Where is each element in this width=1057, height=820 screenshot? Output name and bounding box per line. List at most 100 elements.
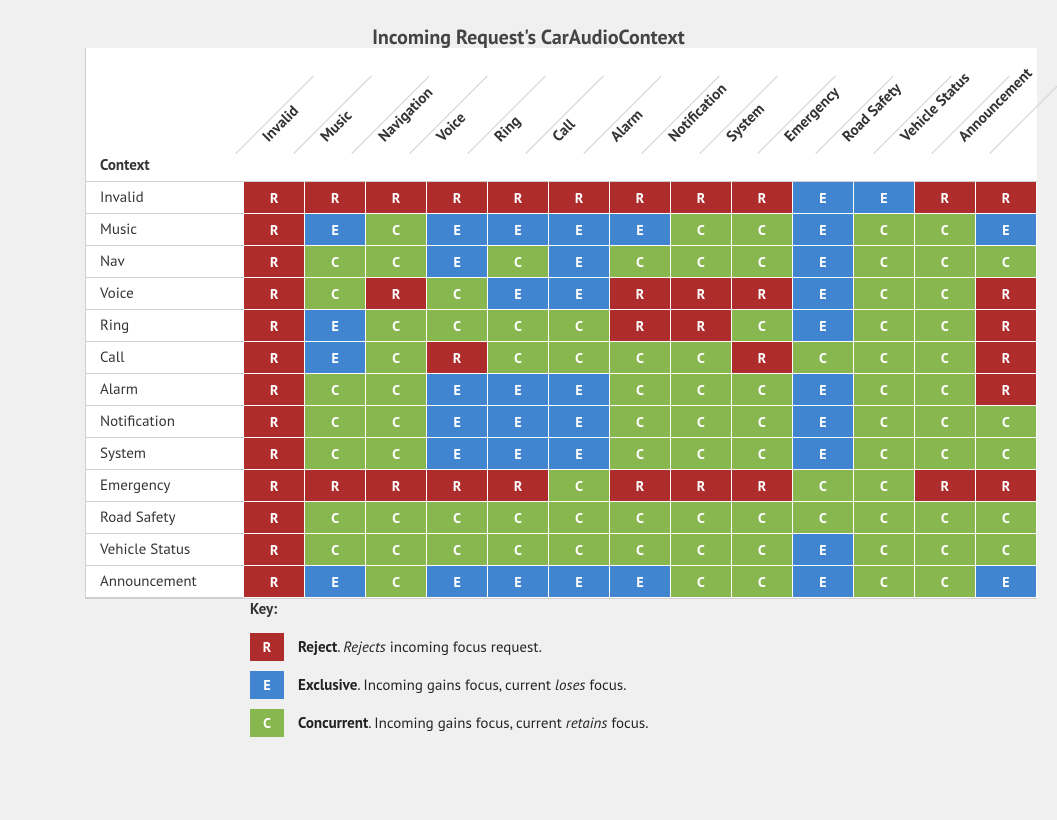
matrix-cell: C (914, 438, 975, 470)
matrix-cell: C (366, 566, 427, 598)
matrix-cell: R (488, 182, 549, 214)
row-header: Nav (86, 246, 244, 278)
matrix-cell: C (670, 502, 731, 534)
matrix-cell: R (244, 502, 305, 534)
matrix-cell: C (731, 214, 792, 246)
matrix-cell: E (427, 246, 488, 278)
matrix-cell: E (549, 438, 610, 470)
matrix-cell: C (488, 310, 549, 342)
legend-label: Reject (298, 638, 337, 657)
matrix-cell: C (670, 246, 731, 278)
matrix-cell: E (792, 406, 853, 438)
matrix-cell: C (853, 310, 914, 342)
matrix-cell: E (488, 214, 549, 246)
legend: Key: RReject. Rejects incoming focus req… (250, 600, 648, 747)
matrix-cell: C (427, 278, 488, 310)
matrix-cell: C (792, 502, 853, 534)
matrix-cell: E (488, 278, 549, 310)
matrix-cell: C (610, 502, 671, 534)
matrix-cell: C (914, 374, 975, 406)
matrix-cell: C (610, 342, 671, 374)
matrix-cell: C (610, 534, 671, 566)
row-header: Invalid (86, 182, 244, 214)
corner-label: Context (86, 148, 244, 182)
table-row: MusicRECEEEECCECCE (86, 214, 1037, 246)
matrix-cell: C (366, 374, 427, 406)
matrix-cell: C (488, 246, 549, 278)
matrix-cell: C (914, 246, 975, 278)
matrix-cell: R (427, 470, 488, 502)
matrix-cell: R (549, 182, 610, 214)
matrix-cell: E (792, 534, 853, 566)
legend-swatch: C (250, 709, 284, 737)
matrix-cell: R (670, 278, 731, 310)
row-header: Voice (86, 278, 244, 310)
table-row: SystemRCCEEECCCECCC (86, 438, 1037, 470)
matrix-cell: E (610, 566, 671, 598)
matrix-cell: E (488, 406, 549, 438)
matrix-cell: C (670, 438, 731, 470)
matrix-cell: R (366, 470, 427, 502)
matrix-cell: C (731, 406, 792, 438)
legend-row: RReject. Rejects incoming focus request. (250, 633, 648, 661)
matrix-cell: R (731, 470, 792, 502)
matrix-cell: E (792, 182, 853, 214)
matrix-cell: E (427, 214, 488, 246)
matrix-cell: R (366, 182, 427, 214)
matrix-cell: C (366, 310, 427, 342)
matrix-cell: C (549, 502, 610, 534)
matrix-cell: R (975, 310, 1036, 342)
matrix-cell: E (549, 374, 610, 406)
matrix-cell: E (975, 214, 1036, 246)
matrix-cell: R (244, 310, 305, 342)
matrix-cell: R (975, 182, 1036, 214)
matrix-cell: R (610, 278, 671, 310)
matrix-cell: C (366, 342, 427, 374)
table-row: CallRECRCCCCRCCCR (86, 342, 1037, 374)
matrix-cell: R (975, 374, 1036, 406)
row-header: Ring (86, 310, 244, 342)
matrix-cell: R (670, 182, 731, 214)
matrix-cell: R (975, 470, 1036, 502)
matrix-cell: C (305, 278, 366, 310)
matrix-cell: R (244, 406, 305, 438)
matrix-cell: E (549, 214, 610, 246)
top-axis-title: Incoming Request's CarAudioContext (0, 24, 1057, 50)
matrix-cell: C (914, 502, 975, 534)
matrix-cell: R (305, 182, 366, 214)
matrix-cell: C (853, 438, 914, 470)
matrix-cell: E (792, 278, 853, 310)
matrix-cell: C (975, 534, 1036, 566)
matrix-cell: C (731, 310, 792, 342)
matrix-cell: C (731, 374, 792, 406)
table-row: EmergencyRRRRRCRRRCCRR (86, 470, 1037, 502)
matrix-cell: R (975, 342, 1036, 374)
row-header: System (86, 438, 244, 470)
matrix-cell: R (427, 342, 488, 374)
matrix-cell: C (427, 310, 488, 342)
matrix-cell: R (731, 182, 792, 214)
matrix-cell: C (549, 342, 610, 374)
matrix-cell: E (305, 310, 366, 342)
matrix-cell: R (610, 182, 671, 214)
matrix-cell: R (244, 566, 305, 598)
legend-emphasis: Rejects (343, 638, 385, 657)
matrix-cell: E (549, 566, 610, 598)
matrix-cell: C (366, 214, 427, 246)
matrix-cell: C (366, 534, 427, 566)
matrix-cell: C (853, 534, 914, 566)
matrix-cell: R (244, 246, 305, 278)
matrix-cell: C (488, 502, 549, 534)
row-header: Notification (86, 406, 244, 438)
legend-row: EExclusive. Incoming gains focus, curren… (250, 671, 648, 699)
matrix-cell: R (670, 470, 731, 502)
matrix-cell: C (853, 278, 914, 310)
matrix-cell: C (853, 470, 914, 502)
table-row: NotificationRCCEEECCCECCC (86, 406, 1037, 438)
matrix-cell: E (549, 246, 610, 278)
row-header: Music (86, 214, 244, 246)
matrix-cell: R (914, 182, 975, 214)
table-row: InvalidRRRRRRRRREERR (86, 182, 1037, 214)
row-header: Call (86, 342, 244, 374)
matrix-cell: E (427, 406, 488, 438)
